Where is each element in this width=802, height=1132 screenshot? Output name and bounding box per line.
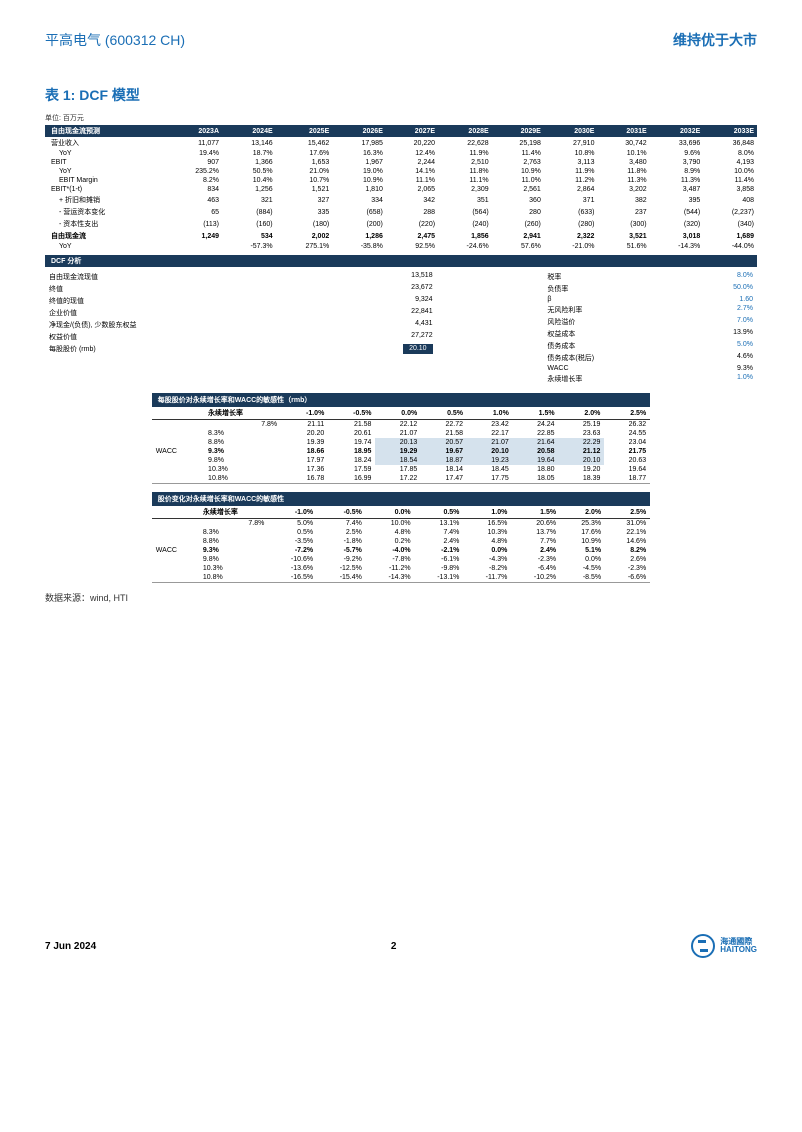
table-row: YoY19.4%18.7%17.6%16.3%12.4%11.9%11.4%10… bbox=[45, 149, 757, 158]
table-row: EBIT Margin8.2%10.4%10.7%10.9%11.1%11.1%… bbox=[45, 176, 757, 185]
dcf-param: β1.60 bbox=[543, 295, 757, 304]
sens-row: 10.8%-16.5%-15.4%-14.3%-13.1%-11.7%-10.2… bbox=[152, 573, 650, 583]
table-row: - 资本性支出(113)(160)(180)(200)(220)(240)(26… bbox=[45, 218, 757, 230]
dcf-item: 权益价值27,272 bbox=[45, 331, 437, 343]
sens-row: 10.8%16.7816.9917.2217.4717.7518.0518.39… bbox=[152, 474, 650, 484]
table-row: YoY235.2%50.5%21.0%19.0%14.1%11.8%10.9%1… bbox=[45, 167, 757, 176]
sens-row: 8.3%0.5%2.5%4.8%7.4%10.3%13.7%17.6%22.1% bbox=[152, 528, 650, 537]
dcf-param: 风险溢价7.0% bbox=[543, 316, 757, 328]
sens-row: WACC7.8%5.0%7.4%10.0%13.1%16.5%20.6%25.3… bbox=[152, 519, 650, 529]
dcf-item: 终值23,672 bbox=[45, 283, 437, 295]
footer-page: 2 bbox=[391, 941, 397, 952]
table-row: EBIT*(1-t)8341,2561,5211,8102,0652,3092,… bbox=[45, 185, 757, 194]
rating: 维持优于大市 bbox=[673, 30, 757, 50]
dcf-param: 税率8.0% bbox=[543, 271, 757, 283]
table-row: YoY-57.3%275.1%-35.8%92.5%-24.6%57.6%-21… bbox=[45, 242, 757, 251]
dcf-param: 权益成本13.9% bbox=[543, 328, 757, 340]
sens-row: 9.8%17.9718.2418.5418.8719.2319.6420.102… bbox=[152, 456, 650, 465]
stock-name: 平高电气 (600312 CH) bbox=[45, 30, 185, 50]
sens-row: 8.3%20.2020.6121.0721.5822.1722.8523.632… bbox=[152, 429, 650, 438]
table-title: 表 1: DCF 模型 bbox=[45, 85, 757, 105]
footer-logo: 海通國際 HAITONG bbox=[691, 934, 757, 958]
table-row: 自由现金流1,2495342,0021,2862,4751,8562,9412,… bbox=[45, 230, 757, 242]
dcf-item: 净现金/(负债), 少数股东权益4,431 bbox=[45, 319, 437, 331]
sensitivity-change: 股价变化对永续增长率和WACC的敏感性 永续增长率-1.0%-0.5%0.0%0… bbox=[152, 492, 650, 583]
dcf-item: 终值的现值9,324 bbox=[45, 295, 437, 307]
dcf-param: 负债率50.0% bbox=[543, 283, 757, 295]
table-row: EBIT9071,3661,6531,9672,2442,5102,7633,1… bbox=[45, 158, 757, 167]
dcf-param: 债务成本5.0% bbox=[543, 340, 757, 352]
dcf-param: 永续增长率1.0% bbox=[543, 373, 757, 385]
unit-label: 单位: 百万元 bbox=[45, 113, 757, 123]
sens-row: 8.8%-3.5%-1.8%0.2%2.4%4.8%7.7%10.9%14.6% bbox=[152, 537, 650, 546]
dcf-param: 无风险利率2.7% bbox=[543, 304, 757, 316]
dcf-param: WACC9.3% bbox=[543, 364, 757, 373]
sens-row: 8.8%19.3919.7420.1320.5721.0721.6422.292… bbox=[152, 438, 650, 447]
table-row: 营业收入11,07713,14615,46217,98520,22022,628… bbox=[45, 137, 757, 149]
sens-row: 9.8%-10.6%-9.2%-7.8%-6.1%-4.3%-2.3%0.0%2… bbox=[152, 555, 650, 564]
haitong-logo-icon bbox=[691, 934, 715, 958]
sens-row: WACC7.8%21.1121.5822.1222.7223.4224.2425… bbox=[152, 420, 650, 430]
dcf-header: DCF 分析 bbox=[45, 255, 757, 267]
dcf-item: 自由现金流现值13,518 bbox=[45, 271, 437, 283]
table-row: + 折旧和摊销463321327334342351360371382395408 bbox=[45, 194, 757, 206]
dcf-analysis: 自由现金流现值13,518终值23,672终值的现值9,324企业价值22,84… bbox=[45, 271, 757, 385]
table-row: - 营运资本变化65(884)335(658)288(564)280(633)2… bbox=[45, 206, 757, 218]
forecast-table: 自由现金流预测2023A2024E2025E2026E2027E2028E202… bbox=[45, 125, 757, 251]
dcf-item: 每股股价 (rmb)20.10 bbox=[45, 343, 437, 355]
sens-row: 9.3%18.6618.9519.2919.6720.1020.5821.122… bbox=[152, 447, 650, 456]
page-footer: 7 Jun 2024 2 海通國際 HAITONG bbox=[0, 934, 802, 958]
sens-row: 10.3%-13.6%-12.5%-11.2%-9.8%-8.2%-6.4%-4… bbox=[152, 564, 650, 573]
sens-row: 9.3%-7.2%-5.7%-4.0%-2.1%0.0%2.4%5.1%8.2% bbox=[152, 546, 650, 555]
footer-date: 7 Jun 2024 bbox=[45, 941, 96, 952]
dcf-param: 债务成本(税后)4.6% bbox=[543, 352, 757, 364]
data-source: 数据来源：wind, HTI bbox=[45, 591, 757, 604]
sensitivity-price: 每股股价对永续增长率和WACC的敏感性（rmb） 永续增长率-1.0%-0.5%… bbox=[152, 393, 650, 484]
sens-row: 10.3%17.3617.5917.8518.1418.4518.8019.20… bbox=[152, 465, 650, 474]
dcf-item: 企业价值22,841 bbox=[45, 307, 437, 319]
